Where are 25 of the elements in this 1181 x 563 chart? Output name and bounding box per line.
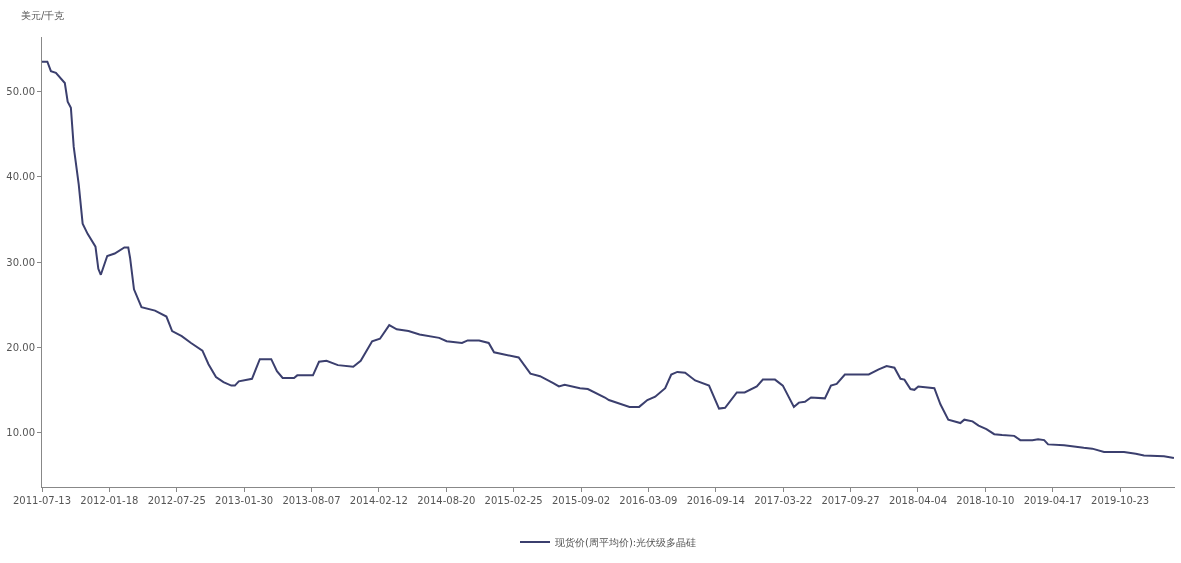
y-tick-label: 30.00 xyxy=(6,256,35,268)
y-axis-title: 美元/千克 xyxy=(21,10,65,21)
x-tick-label: 2018-04-04 xyxy=(888,495,948,506)
x-tick-label: 2014-08-20 xyxy=(417,495,476,506)
x-tick-label: 2019-10-23 xyxy=(1091,495,1150,506)
x-tick-label: 2012-07-25 xyxy=(147,495,206,506)
legend-label: 现货价(周平均价):光伏级多晶硅 xyxy=(555,536,697,548)
x-tick-label: 2017-09-27 xyxy=(821,495,880,506)
x-tick-label: 2016-09-14 xyxy=(686,495,745,506)
x-tick-label: 2015-02-25 xyxy=(484,495,543,506)
y-tick-label: 40.00 xyxy=(6,171,35,183)
x-tick-label: 2018-10-10 xyxy=(956,495,1015,506)
x-tick-label: 2016-03-09 xyxy=(619,495,678,506)
x-tick-label: 2014-02-12 xyxy=(349,495,408,506)
x-tick-label: 2015-09-02 xyxy=(551,495,611,506)
x-tick-label: 2013-01-30 xyxy=(215,495,274,506)
y-tick-label: 50.00 xyxy=(6,86,35,98)
x-tick-label: 2012-01-18 xyxy=(80,495,139,506)
line-series xyxy=(42,60,1175,460)
x-tick-label: 2013-08-07 xyxy=(282,495,341,506)
x-tick-label: 2011-07-13 xyxy=(12,495,72,506)
x-tick-label: 2019-04-17 xyxy=(1023,495,1082,506)
x-tick-label: 2017-03-22 xyxy=(754,495,813,506)
y-tick-label: 10.00 xyxy=(6,426,35,438)
y-tick-label: 20.00 xyxy=(6,341,35,353)
